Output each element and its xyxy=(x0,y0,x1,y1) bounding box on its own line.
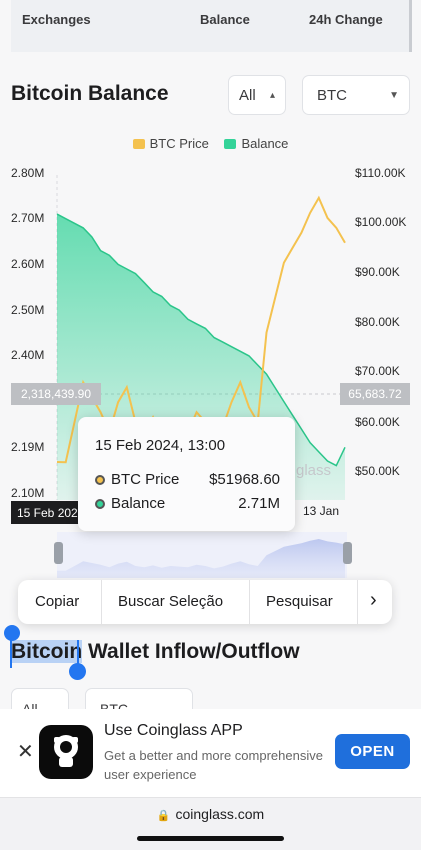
divider xyxy=(101,580,102,624)
right-tick-label: $90.00K xyxy=(355,265,400,279)
left-tick-label: 2.40M xyxy=(11,348,45,362)
col-24h-change[interactable]: 24h Change xyxy=(309,12,383,27)
home-indicator[interactable] xyxy=(137,836,284,841)
coin-select-value: BTC xyxy=(317,86,347,104)
legend-swatch-balance xyxy=(224,138,237,149)
selection-end-knob[interactable] xyxy=(69,663,86,680)
caret-down-icon: ▼ xyxy=(389,89,399,101)
right-tick-label: $70.00K xyxy=(355,364,400,378)
lock-icon: 🔒 xyxy=(156,810,171,822)
left-tick-label: 2.80M xyxy=(11,166,45,180)
selection-start-knob[interactable] xyxy=(4,625,20,641)
section-title: Bitcoin Balance xyxy=(11,82,169,105)
chart-tooltip: 15 Feb 2024, 13:00 BTC Price $51968.60 B… xyxy=(78,417,295,531)
url-display[interactable]: 🔒 coinglass.com xyxy=(156,806,265,822)
legend-btc-price[interactable]: BTC Price xyxy=(132,136,209,151)
navigator-area xyxy=(57,539,345,578)
x-end-label: 13 Jan xyxy=(303,504,340,518)
right-crosshair-value: 65,683.72 xyxy=(340,383,410,405)
open-app-button[interactable]: OPEN xyxy=(335,734,410,769)
right-tick-label: $80.00K xyxy=(355,315,400,329)
section2-title[interactable]: Bitcoin Wallet Inflow/Outflow xyxy=(11,640,300,663)
left-tick-label: 2.70M xyxy=(11,211,45,225)
chevron-right-icon[interactable]: › xyxy=(370,589,377,611)
selection-start-handle[interactable] xyxy=(10,640,12,668)
tooltip-row-balance: Balance 2.71M xyxy=(95,495,280,512)
divider xyxy=(357,580,358,624)
close-icon[interactable]: ✕ xyxy=(17,741,34,763)
dot-icon xyxy=(95,474,105,485)
menu-search-selection[interactable]: Buscar Seleção xyxy=(118,593,224,610)
right-tick-label: $50.00K xyxy=(355,464,400,478)
table-scrollbar[interactable] xyxy=(409,0,412,52)
text-selection-menu: Copiar Buscar Seleção Pesquisar › xyxy=(18,580,392,624)
banner-title: Use Coinglass APP xyxy=(104,722,243,739)
watermark: glass xyxy=(296,462,332,479)
menu-search[interactable]: Pesquisar xyxy=(266,593,333,610)
x-crosshair-label: 15 Feb 2024 xyxy=(11,501,89,524)
right-tick-label: $110.00K xyxy=(355,166,406,180)
selection-end-handle[interactable] xyxy=(77,640,79,668)
legend-balance[interactable]: Balance xyxy=(224,136,288,151)
left-tick-label: 2.10M xyxy=(11,486,45,500)
right-tick-label: $100.00K xyxy=(355,215,407,229)
selected-text[interactable]: Bitcoin xyxy=(11,640,83,663)
navigator-left-handle[interactable] xyxy=(54,542,63,564)
chart-legend: BTC Price Balance xyxy=(0,136,421,152)
banner-subtitle: Get a better and more comprehensive user… xyxy=(104,748,323,782)
col-balance[interactable]: Balance xyxy=(200,12,250,27)
left-crosshair-value: 2,318,439.90 xyxy=(11,383,101,405)
divider xyxy=(249,580,250,624)
coinglass-logo-icon xyxy=(39,725,93,779)
tooltip-row-btc-price: BTC Price $51968.60 xyxy=(95,471,280,488)
navigator-right-handle[interactable] xyxy=(343,542,352,564)
balance-line xyxy=(56,213,346,467)
updown-chevron-icon: ▴ xyxy=(269,89,275,101)
exchanges-table-header: Exchanges Balance 24h Change xyxy=(11,0,409,52)
range-select[interactable]: All ▴ xyxy=(228,75,286,115)
range-select-value: All xyxy=(239,86,256,104)
tooltip-date: 15 Feb 2024, 13:00 xyxy=(95,437,226,454)
left-tick-label: 2.60M xyxy=(11,257,45,271)
left-tick-label: 2.50M xyxy=(11,303,45,317)
dot-icon xyxy=(95,498,105,509)
right-tick-label: $60.00K xyxy=(355,415,400,429)
browser-url-bar[interactable] xyxy=(0,797,421,850)
menu-copy[interactable]: Copiar xyxy=(35,593,80,610)
legend-swatch-btc-price xyxy=(132,138,145,149)
left-tick-label: 2.19M xyxy=(11,440,45,454)
col-exchanges[interactable]: Exchanges xyxy=(22,12,91,27)
coin-select[interactable]: BTC ▼ xyxy=(302,75,410,115)
